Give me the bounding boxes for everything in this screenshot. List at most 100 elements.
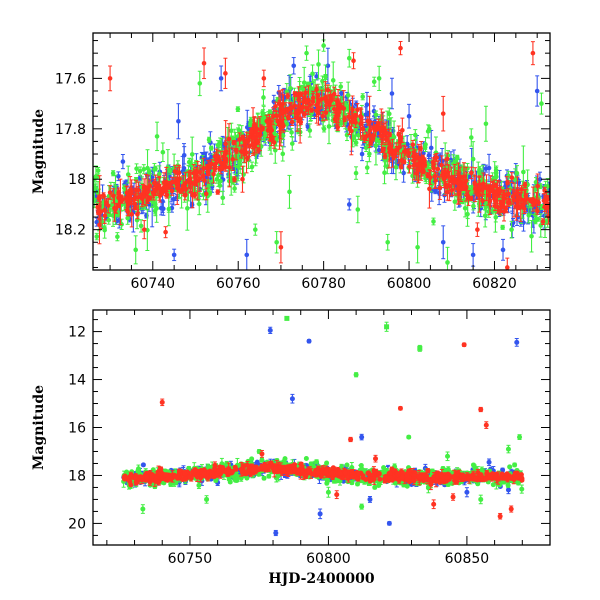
data-point — [437, 185, 443, 191]
data-point — [537, 177, 543, 182]
data-point — [445, 260, 450, 265]
data-point — [401, 170, 406, 176]
data-point — [252, 227, 258, 232]
data-point — [373, 112, 379, 118]
data-point — [196, 201, 202, 207]
data-point — [289, 141, 295, 146]
data-point — [500, 225, 505, 230]
data-point — [522, 182, 528, 188]
data-point — [494, 174, 499, 180]
data-point — [344, 132, 350, 138]
data-point — [231, 140, 237, 145]
data-point — [465, 211, 470, 217]
data-point — [470, 252, 476, 258]
data-point — [376, 76, 382, 81]
data-point — [154, 134, 160, 139]
data-point — [244, 252, 250, 258]
data-point — [262, 113, 267, 119]
data-point — [342, 116, 347, 122]
data-point — [321, 43, 326, 48]
data-point — [493, 215, 499, 220]
data-point — [185, 206, 190, 211]
data-point — [301, 80, 307, 85]
data-point — [325, 63, 331, 69]
data-point — [116, 211, 121, 217]
data-point — [376, 139, 382, 144]
data-point — [261, 95, 266, 100]
data-point — [351, 134, 357, 139]
data-point — [413, 132, 418, 138]
data-point — [444, 156, 450, 162]
data-point — [115, 234, 120, 239]
data-point — [102, 225, 107, 231]
data-point — [371, 79, 377, 85]
data-point — [364, 165, 370, 170]
data-point — [500, 247, 506, 253]
data-point — [206, 137, 212, 143]
data-point — [364, 102, 370, 107]
data-point — [330, 78, 336, 83]
data-point — [160, 199, 165, 204]
data-point — [529, 233, 534, 239]
data-point — [320, 78, 325, 84]
data-point — [436, 190, 442, 196]
data-point — [323, 74, 328, 80]
data-point — [493, 170, 499, 176]
data-point — [125, 215, 130, 221]
data-point — [387, 111, 392, 117]
data-point — [298, 119, 304, 125]
data-point — [181, 152, 187, 158]
data-point — [338, 84, 344, 89]
data-point — [261, 76, 267, 81]
data-point — [355, 207, 361, 212]
data-point — [95, 168, 101, 173]
data-point — [137, 168, 143, 174]
data-point — [271, 140, 277, 145]
data-point — [287, 189, 292, 195]
data-point — [310, 71, 315, 77]
data-point — [246, 143, 252, 149]
data-point — [233, 153, 238, 159]
data-point — [161, 206, 166, 211]
data-point — [291, 63, 297, 69]
data-point — [133, 247, 139, 253]
data-point — [189, 152, 195, 157]
data-point — [345, 92, 351, 98]
data-point — [153, 166, 158, 171]
data-point — [352, 113, 358, 118]
data-point — [373, 143, 379, 148]
data-point — [449, 187, 455, 193]
data-point — [207, 190, 213, 196]
data-point — [543, 184, 548, 189]
data-point — [93, 174, 99, 179]
data-point — [534, 88, 540, 94]
data-point — [134, 166, 139, 171]
data-point — [331, 91, 337, 97]
data-point — [107, 190, 113, 195]
data-point — [145, 165, 150, 171]
data-point — [346, 55, 352, 61]
data-point — [509, 227, 514, 232]
data-point — [431, 219, 436, 224]
data-point — [102, 207, 107, 213]
data-point — [208, 145, 214, 151]
data-point — [510, 194, 516, 199]
data-point — [181, 166, 187, 171]
data-point — [280, 151, 286, 157]
data-point — [214, 176, 220, 182]
data-point — [467, 174, 472, 179]
data-point — [237, 161, 243, 167]
data-point — [454, 155, 460, 160]
data-point — [430, 159, 436, 165]
data-point — [232, 186, 237, 191]
data-point — [220, 195, 226, 201]
data-point — [359, 151, 365, 157]
data-point — [176, 118, 181, 124]
data-point — [421, 150, 426, 156]
data-point — [389, 91, 395, 96]
data-point — [535, 216, 541, 222]
data-point — [125, 172, 131, 177]
data-point — [320, 113, 326, 119]
data-point — [171, 252, 177, 258]
